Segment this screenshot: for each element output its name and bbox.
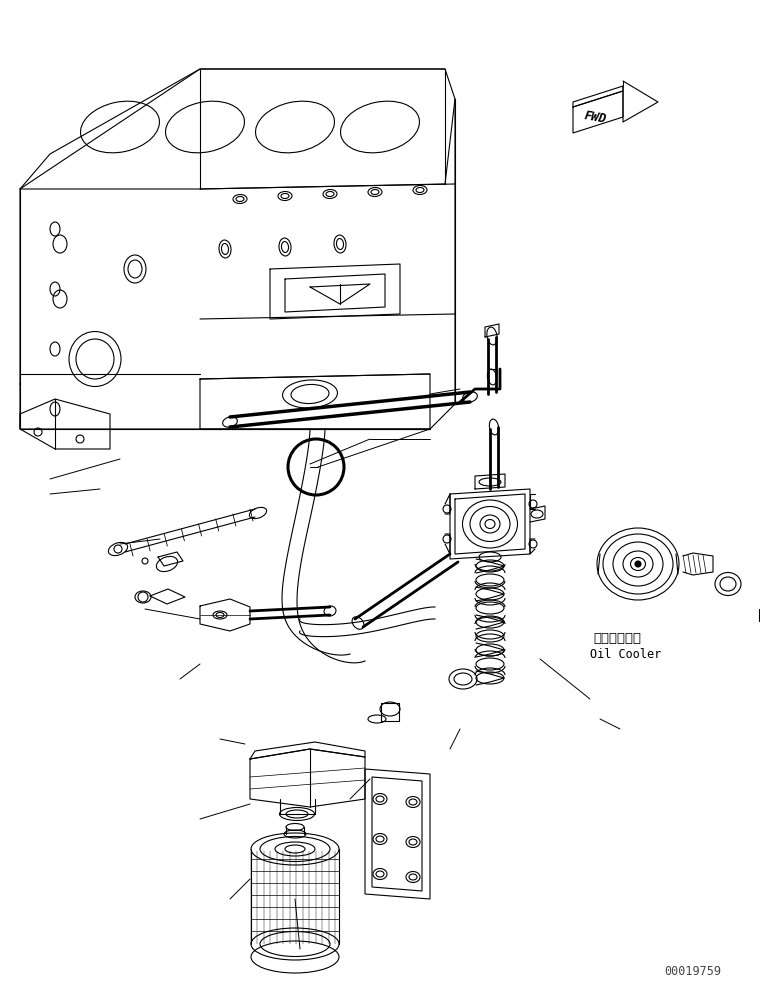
Text: 00019759: 00019759 xyxy=(664,964,721,977)
Text: Oil Cooler: Oil Cooler xyxy=(590,648,661,661)
Text: オイルクーラ: オイルクーラ xyxy=(593,631,641,644)
Circle shape xyxy=(635,561,641,567)
Text: FWD: FWD xyxy=(583,109,607,126)
